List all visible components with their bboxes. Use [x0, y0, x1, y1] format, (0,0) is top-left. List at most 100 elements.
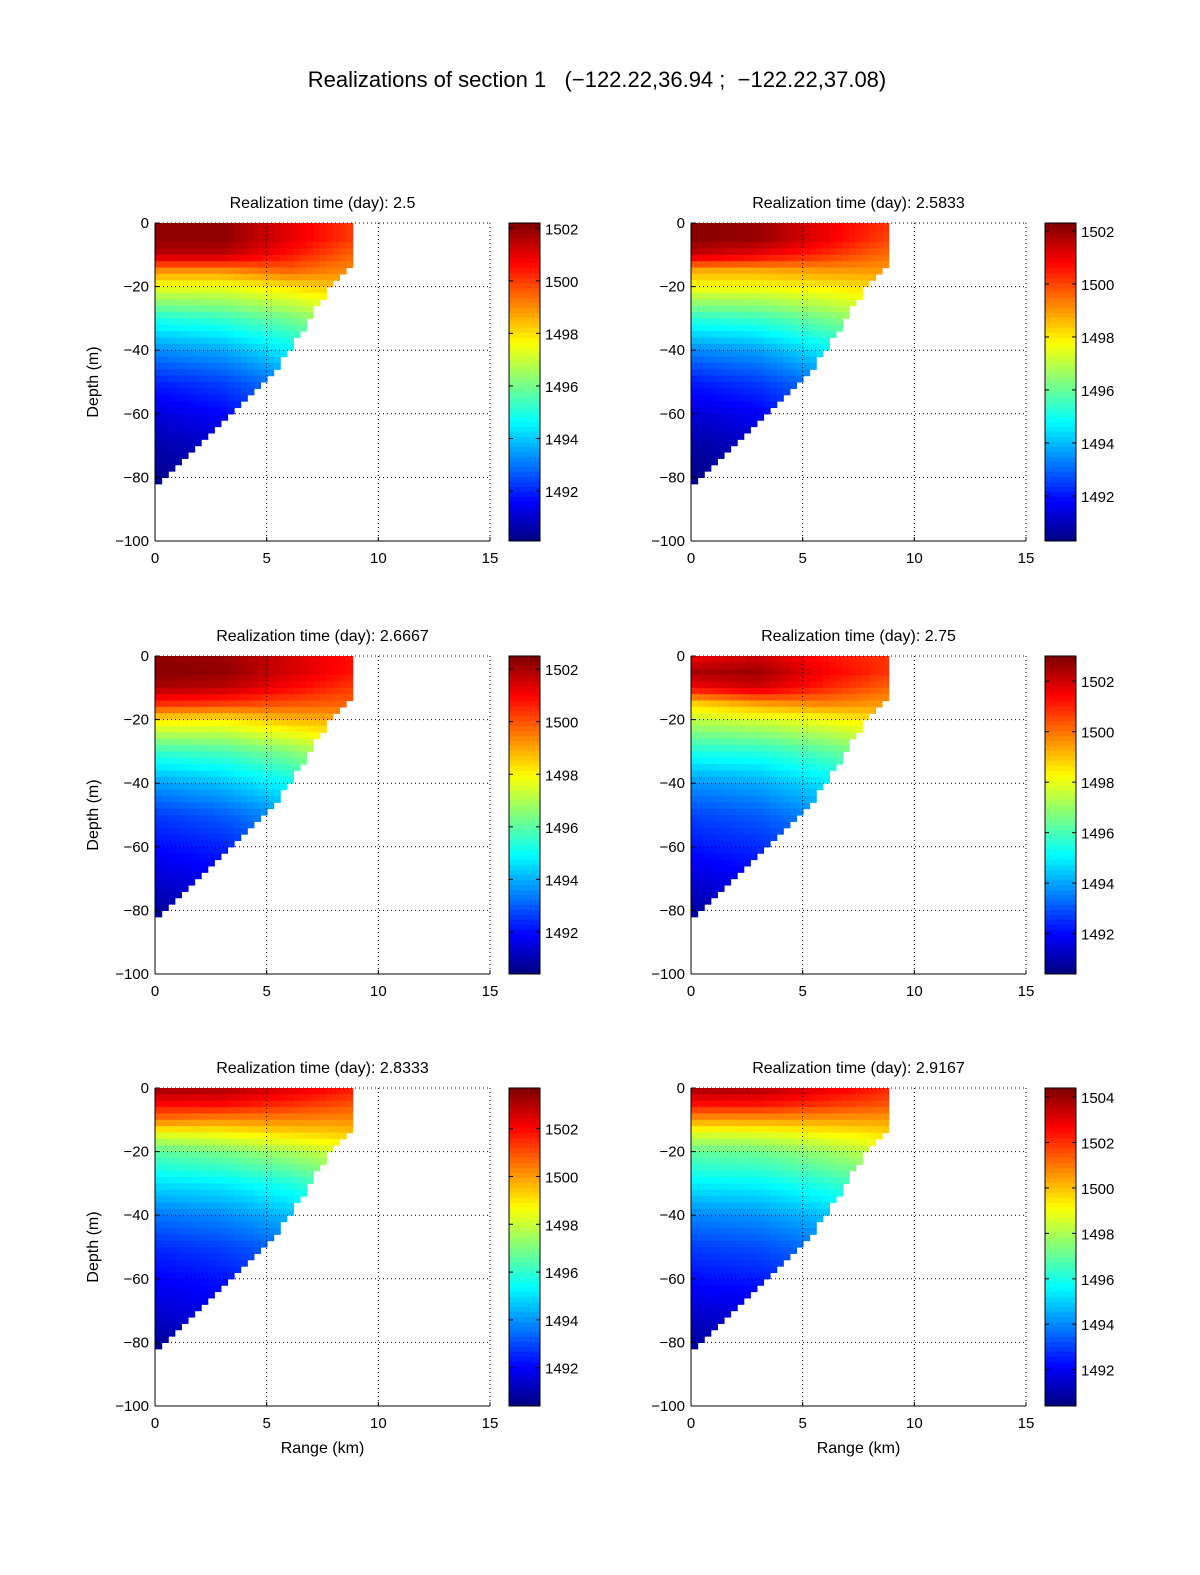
heatmap-cell: [835, 267, 844, 275]
heatmap-cell: [155, 1088, 163, 1095]
heatmap-cell: [201, 1126, 209, 1134]
colorbar-segment: [1045, 471, 1076, 477]
heatmap-cell: [796, 1196, 804, 1204]
heatmap-cell: [174, 343, 182, 351]
heatmap-cell: [730, 783, 738, 791]
heatmap-cell: [842, 305, 850, 313]
heatmap-cell: [161, 656, 169, 663]
heatmap-cell: [743, 420, 751, 428]
heatmap-cell: [829, 700, 837, 708]
heatmap-cell: [723, 420, 732, 428]
heatmap-cell: [723, 426, 732, 434]
heatmap-cell: [187, 318, 196, 326]
heatmap-cell: [756, 1157, 765, 1165]
heatmap-cell: [319, 1132, 327, 1140]
heatmap-cell: [201, 859, 209, 867]
heatmap-cell: [796, 273, 804, 281]
heatmap-cell: [704, 1177, 712, 1184]
heatmap-cell: [743, 1272, 751, 1280]
heatmap-cell: [862, 706, 870, 714]
colorbar-segment: [509, 476, 540, 482]
heatmap-cell: [207, 318, 215, 326]
heatmap-cell: [280, 783, 288, 791]
heatmap-cell: [234, 745, 242, 752]
heatmap-cell: [155, 1266, 163, 1274]
heatmap-cell: [842, 292, 850, 300]
heatmap-cell: [220, 1094, 229, 1102]
heatmap-cell: [763, 1189, 771, 1197]
heatmap-cell: [194, 675, 202, 683]
heatmap-cell: [168, 789, 176, 797]
heatmap-cell: [161, 802, 169, 810]
heatmap-cell: [174, 280, 182, 288]
heatmap-cell: [201, 318, 209, 326]
heatmap-cell: [253, 757, 262, 765]
heatmap-cell: [194, 859, 202, 867]
heatmap-cell: [220, 1113, 229, 1121]
heatmap-cell: [280, 1189, 288, 1197]
heatmap-cell: [783, 1215, 791, 1223]
heatmap-cell: [796, 1157, 804, 1165]
heatmap-cell: [842, 312, 850, 319]
heatmap-cell: [789, 362, 798, 370]
heatmap-cell: [187, 1202, 196, 1210]
heatmap-cell: [234, 1227, 242, 1235]
heatmap-cell: [220, 369, 229, 377]
heatmap-cell: [842, 662, 850, 670]
colorbar-tick-label: 1498: [545, 1217, 578, 1234]
heatmap-cell: [286, 343, 294, 351]
heatmap-cell: [697, 458, 705, 466]
heatmap-cell: [723, 1285, 732, 1293]
heatmap-cell: [207, 738, 215, 746]
heatmap-cell: [717, 795, 725, 803]
heatmap-cell: [260, 362, 268, 370]
heatmap-cell: [743, 681, 751, 689]
heatmap-cell: [174, 1297, 182, 1305]
heatmap-cell: [783, 668, 791, 676]
heatmap-cell: [710, 318, 718, 326]
heatmap-cell: [214, 834, 222, 842]
heatmap-cell: [155, 1113, 163, 1121]
heatmap-cell: [168, 1177, 176, 1184]
heatmap-cell: [710, 426, 718, 434]
heatmap-cell: [737, 356, 745, 364]
colorbar-segment: [509, 337, 540, 343]
heatmap-cell: [697, 471, 705, 478]
heatmap-cell: [319, 280, 327, 288]
heatmap-cell: [220, 827, 229, 835]
heatmap-cell: [750, 356, 758, 364]
heatmap-cell: [822, 757, 830, 765]
heatmap-cell: [155, 267, 163, 275]
heatmap-cell: [723, 1240, 732, 1248]
heatmap-cell: [234, 821, 242, 829]
heatmap-cell: [161, 1329, 169, 1337]
heatmap-cell: [161, 1094, 169, 1102]
y-tick-label: −100: [115, 1398, 149, 1415]
y-tick-label: −40: [124, 775, 149, 792]
heatmap-cell: [227, 757, 235, 765]
heatmap-cell: [737, 261, 745, 269]
heatmap-cell: [155, 789, 163, 797]
heatmap-cell: [704, 1304, 712, 1312]
heatmap-cell: [181, 668, 189, 676]
colorbar-segment: [509, 1251, 540, 1258]
heatmap-cell: [273, 757, 281, 765]
heatmap-cell: [776, 248, 784, 256]
heatmap-cell: [723, 299, 732, 307]
heatmap-cell: [161, 1215, 169, 1223]
heatmap-cell: [835, 668, 844, 676]
heatmap-cell: [809, 1215, 817, 1223]
heatmap-cell: [168, 464, 176, 472]
heatmap-cell: [181, 451, 189, 459]
heatmap-cell: [835, 751, 844, 759]
colorbar-segment: [509, 1356, 540, 1362]
heatmap-cell: [776, 789, 784, 797]
heatmap-cell: [789, 1247, 798, 1254]
heatmap-cell: [704, 789, 712, 797]
heatmap-cell: [267, 1196, 275, 1204]
heatmap-cell: [194, 229, 202, 237]
heatmap-cell: [227, 324, 235, 332]
heatmap-cell: [267, 706, 275, 714]
heatmap-cell: [161, 1247, 169, 1254]
heatmap-cell: [339, 681, 347, 689]
